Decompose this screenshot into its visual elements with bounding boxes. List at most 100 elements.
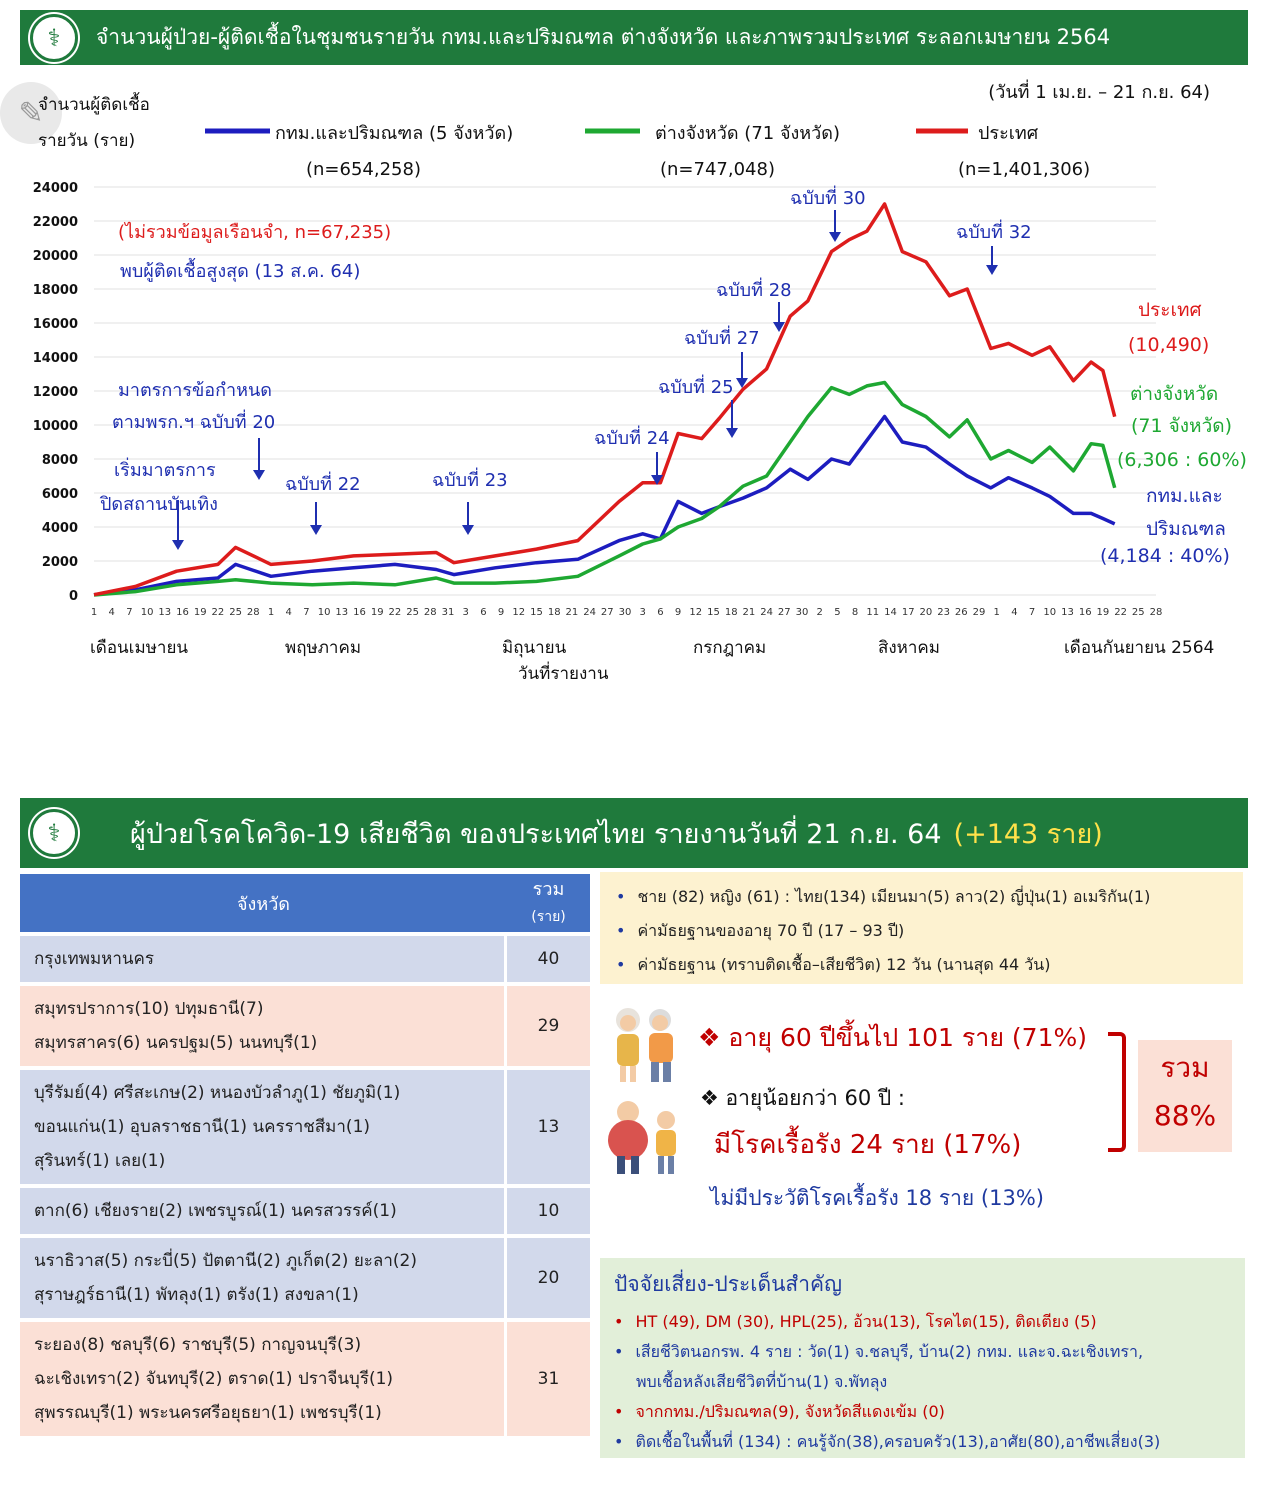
legend-n-label: (n=747,048) bbox=[660, 159, 775, 180]
risk-item-text: HT (49), DM (30), HPL(25), อ้วน(13), โรค… bbox=[635, 1312, 1097, 1331]
x-tick-label: 25 bbox=[1132, 607, 1145, 618]
x-tick-label: 25 bbox=[229, 607, 242, 618]
month-label: กรกฎาคม bbox=[693, 638, 766, 658]
x-tick-label: 16 bbox=[1079, 607, 1092, 618]
risk-item: จากกทม./ปริมณฑล(9), จังหวัดสีแดงเข้ม (0) bbox=[614, 1397, 1231, 1427]
table-row: สมุทรปราการ(10) ปทุมธานี(7) สมุทรสาคร(6) … bbox=[20, 986, 590, 1066]
y-tick-label: 24000 bbox=[33, 181, 78, 196]
x-tick-label: 6 bbox=[480, 607, 486, 618]
deaths-header-banner: ⚕ ผู้ป่วยโรคโควิด-19 เสียชีวิต ของประเทศ… bbox=[20, 798, 1248, 868]
x-tick-label: 13 bbox=[158, 607, 171, 618]
x-tick-label: 8 bbox=[852, 607, 858, 618]
province-list-cell: กรุงเทพมหานคร bbox=[20, 936, 507, 982]
province-line: สุพรรณบุรี(1) พระนครศรีอยุธยา(1) เพชรบุร… bbox=[34, 1403, 382, 1423]
no-chronic-disease-stat: ไม่มีประวัติโรคเรื้อรัง 18 ราย (13%) bbox=[710, 1186, 1044, 1210]
risk-item-text: ติดเชื้อในพื้นที่ (134) : คนรู้จัก(38),ค… bbox=[635, 1432, 1161, 1451]
x-tick-label: 10 bbox=[318, 607, 331, 618]
x-tick-label: 29 bbox=[973, 607, 986, 618]
x-tick-label: 27 bbox=[601, 607, 614, 618]
annotation-arrowhead bbox=[773, 322, 785, 332]
chart-annotation: พบผู้ติดเชื้อสูงสุด (13 ส.ค. 64) bbox=[120, 258, 360, 282]
deaths-header-count: (+143 ราย) bbox=[953, 818, 1103, 850]
x-tick-label: 6 bbox=[657, 607, 663, 618]
x-tick-label: 3 bbox=[640, 607, 646, 618]
annotation-arrowhead bbox=[736, 378, 748, 388]
annotation-arrowhead bbox=[462, 525, 474, 535]
province-line: ขอนแก่น(1) อุบลราชธานี(1) นครราชสีมา(1) bbox=[34, 1117, 371, 1137]
y-tick-label: 18000 bbox=[33, 283, 78, 298]
y-tick-label: 6000 bbox=[42, 487, 78, 502]
age-over-60-stat: ❖ อายุ 60 ปีขึ้นไป 101 ราย (71%) bbox=[698, 1023, 1088, 1052]
x-axis-label: วันที่รายงาน bbox=[518, 661, 609, 684]
series-end-label: (10,490) bbox=[1128, 334, 1209, 356]
province-list-cell: ตาก(6) เชียงราย(2) เพชรบูรณ์(1) นครสวรรค… bbox=[20, 1188, 507, 1234]
chart-annotation: ฉบับที่ 28 bbox=[716, 277, 792, 301]
y-tick-label: 4000 bbox=[42, 521, 78, 536]
x-tick-label: 7 bbox=[126, 607, 132, 618]
y-axis-label: จำนวนผู้ติดเชื้อ bbox=[38, 92, 150, 115]
deaths-header-title: ผู้ป่วยโรคโควิด-19 เสียชีวิต ของประเทศไท… bbox=[130, 818, 942, 850]
province-line: สมุทรสาคร(6) นครปฐม(5) นนทบุรี(1) bbox=[34, 1033, 318, 1053]
x-tick-label: 28 bbox=[247, 607, 260, 618]
death-count-cell: 10 bbox=[507, 1188, 590, 1234]
chart-header-title: จำนวนผู้ป่วย-ผู้ติดเชื้อในชุมชนรายวัน กท… bbox=[96, 25, 1111, 49]
province-line: สุรินทร์(1) เลย(1) bbox=[34, 1151, 166, 1171]
x-tick-label: 7 bbox=[1029, 607, 1035, 618]
x-tick-label: 22 bbox=[389, 607, 402, 618]
series-end-label: (71 จังหวัด) bbox=[1131, 415, 1232, 437]
chart-annotation: ฉบับที่ 24 bbox=[594, 425, 670, 449]
month-label: พฤษภาคม bbox=[285, 638, 361, 658]
series-line-0 bbox=[93, 414, 1116, 597]
province-list-cell: บุรีรัมย์(4) ศรีสะเกษ(2) หนองบัวลำภู(1) … bbox=[20, 1070, 507, 1184]
table-row: ระยอง(8) ชลบุรี(6) ราชบุรี(5) กาญจนบุรี(… bbox=[20, 1322, 590, 1436]
x-tick-label: 24 bbox=[760, 607, 773, 618]
annotation-arrowhead bbox=[829, 232, 841, 242]
province-list-cell: ระยอง(8) ชลบุรี(6) ราชบุรี(5) กาญจนบุรี(… bbox=[20, 1322, 507, 1436]
x-tick-label: 1 bbox=[994, 607, 1000, 618]
province-line: บุรีรัมย์(4) ศรีสะเกษ(2) หนองบัวลำภู(1) … bbox=[34, 1083, 401, 1103]
x-tick-label: 15 bbox=[530, 607, 543, 618]
y-tick-label: 22000 bbox=[33, 215, 78, 230]
age-under-60-label: ❖ อายุน้อยกว่า 60 ปี : bbox=[700, 1086, 905, 1110]
province-line: ฉะเชิงเทรา(2) จันทบุรี(2) ตราด(1) ปราจีน… bbox=[34, 1369, 394, 1389]
x-tick-label: 10 bbox=[141, 607, 154, 618]
x-tick-label: 13 bbox=[1061, 607, 1074, 618]
x-tick-label: 19 bbox=[194, 607, 207, 618]
risk-item-text: จากกทม./ปริมณฑล(9), จังหวัดสีแดงเข้ม (0) bbox=[635, 1402, 945, 1421]
x-tick-label: 12 bbox=[689, 607, 702, 618]
y-axis-label: รายวัน (ราย) bbox=[38, 131, 135, 151]
risk-item-continuation: พบเชื้อหลังเสียชีวิตที่บ้าน(1) จ.พัทลุง bbox=[636, 1372, 888, 1391]
x-tick-label: 18 bbox=[548, 607, 561, 618]
table-header-total-label: รวม bbox=[532, 878, 565, 900]
chronic-disease-stat: มีโรคเรื้อรัง 24 ราย (17%) bbox=[714, 1130, 1022, 1160]
x-tick-label: 24 bbox=[583, 607, 596, 618]
chart-annotation: ฉบับที่ 25 bbox=[658, 374, 734, 398]
date-range-label: (วันที่ 1 เม.ย. – 21 ก.ย. 64) bbox=[988, 79, 1210, 103]
chart-grid bbox=[94, 186, 1156, 596]
chronic-patients-icon bbox=[608, 1101, 676, 1174]
province-line: สุราษฎร์ธานี(1) พัทลุง(1) ตรัง(1) สงขลา(… bbox=[34, 1285, 359, 1305]
y-tick-label: 2000 bbox=[42, 555, 78, 570]
death-count-cell: 13 bbox=[507, 1070, 590, 1184]
table-header-province: จังหวัด bbox=[20, 874, 507, 932]
annotation-arrowhead bbox=[651, 475, 663, 485]
province-deaths-table: จังหวัด รวม (ราย) กรุงเทพมหานคร 40 สมุทรปร… bbox=[20, 870, 590, 1440]
month-label: เดือนกันยายน 2564 bbox=[1064, 638, 1214, 658]
table-row: กรุงเทพมหานคร 40 bbox=[20, 936, 590, 982]
annotation-arrowhead bbox=[726, 428, 738, 438]
x-tick-label: 31 bbox=[442, 607, 455, 618]
x-tick-label: 18 bbox=[725, 607, 738, 618]
risk-factors-list: HT (49), DM (30), HPL(25), อ้วน(13), โรค… bbox=[614, 1307, 1231, 1457]
y-tick-label: 20000 bbox=[33, 249, 78, 264]
x-tick-label: 22 bbox=[212, 607, 225, 618]
x-tick-label: 3 bbox=[463, 607, 469, 618]
risk-item: ติดเชื้อในพื้นที่ (134) : คนรู้จัก(38),ค… bbox=[614, 1427, 1231, 1457]
x-tick-label: 19 bbox=[371, 607, 384, 618]
province-list-cell: สมุทรปราการ(10) ปทุมธานี(7) สมุทรสาคร(6) … bbox=[20, 986, 507, 1066]
elderly-couple-icon bbox=[616, 1008, 673, 1082]
x-tick-label: 22 bbox=[1114, 607, 1127, 618]
death-count-cell: 20 bbox=[507, 1238, 590, 1318]
table-row: บุรีรัมย์(4) ศรีสะเกษ(2) หนองบัวลำภู(1) … bbox=[20, 1070, 590, 1184]
edit-pencil-icon[interactable]: ✎ bbox=[0, 82, 62, 144]
y-tick-label: 14000 bbox=[33, 351, 78, 366]
